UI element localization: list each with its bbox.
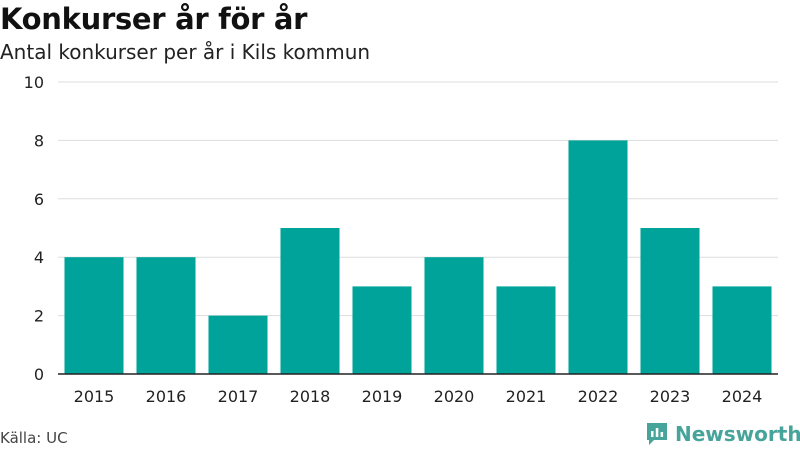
bar-2019 [352,286,412,374]
x-tick-label: 2019 [362,387,403,406]
x-tick-label: 2024 [722,387,763,406]
bar-2017 [208,315,268,374]
bar-2020 [424,257,484,374]
chart-title: Konkurser år för år [0,2,308,36]
y-tick-label: 10 [24,73,44,92]
bar-2022 [568,140,628,374]
x-tick-label: 2023 [650,387,691,406]
y-tick-label: 6 [34,190,44,209]
source-note: Källa: UC [0,429,68,447]
bar-2023 [640,228,700,374]
brand-logo-block: Newsworthy [645,419,800,449]
newsworthy-logo-icon [647,423,667,445]
y-tick-label: 2 [34,307,44,326]
x-tick-label: 2022 [578,387,619,406]
chart-subtitle: Antal konkurser per år i Kils kommun [0,40,371,64]
brand-name: Newsworthy [675,422,800,446]
y-tick-label: 8 [34,131,44,150]
bar-2018 [280,228,340,374]
bar-2024 [712,286,772,374]
y-tick-label: 0 [34,365,44,384]
x-tick-label: 2016 [146,387,187,406]
x-tick-label: 2017 [218,387,259,406]
x-tick-label: 2020 [434,387,475,406]
bar-2016 [136,257,196,374]
x-tick-label: 2021 [506,387,547,406]
bar-2021 [496,286,556,374]
bar-2015 [64,257,124,374]
y-tick-label: 4 [34,248,44,267]
x-tick-label: 2018 [290,387,331,406]
x-tick-label: 2015 [74,387,115,406]
